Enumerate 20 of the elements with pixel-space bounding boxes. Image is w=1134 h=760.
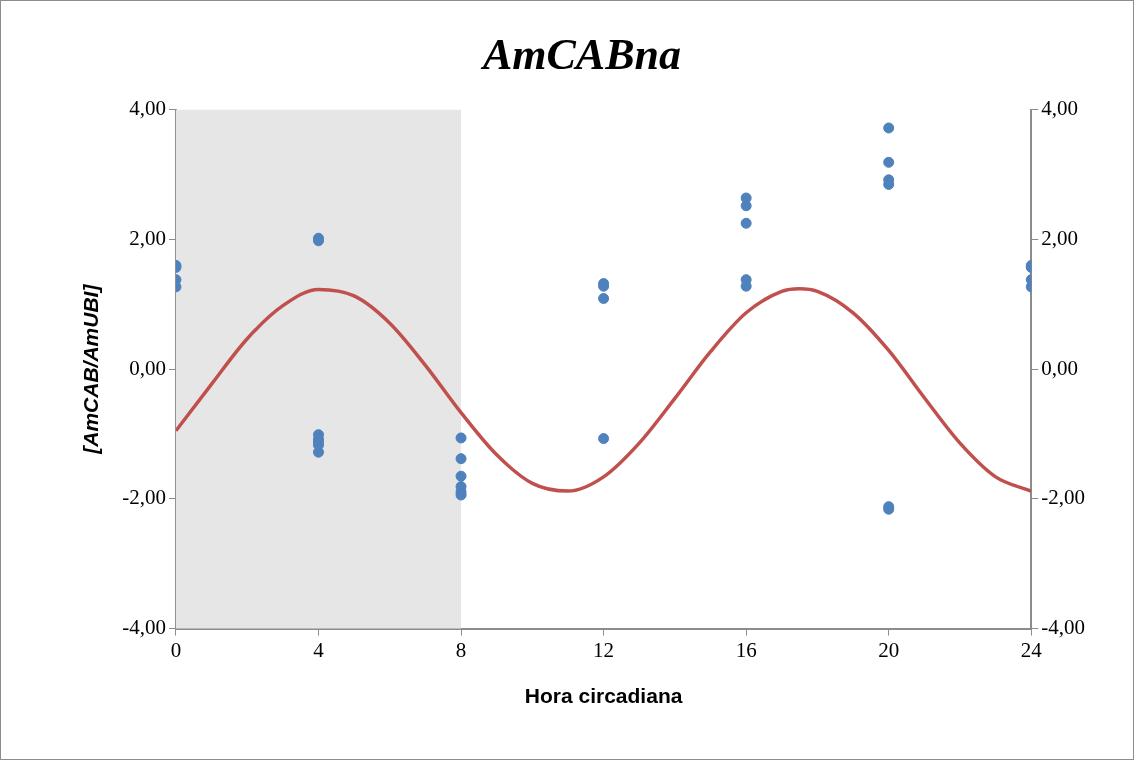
y-tick-label: 2,00 — [129, 226, 166, 251]
y-tick-label: 4,00 — [129, 96, 166, 121]
x-axis-title: Hora circadiana — [524, 684, 683, 708]
x-tick-label: 12 — [593, 637, 615, 662]
y2-tick-label: 4,00 — [1041, 96, 1079, 121]
chart-title: AmCABna — [479, 29, 682, 79]
y2-tick-label: -2,00 — [1041, 485, 1086, 510]
y-axis-title: [AmCAB/AmUBI] — [79, 283, 103, 455]
y-tick-label: -2,00 — [122, 485, 166, 510]
x-tick-label: 4 — [313, 637, 325, 662]
x-tick-label: 20 — [878, 637, 900, 662]
y2-tick-label: 0,00 — [1041, 355, 1079, 380]
y2-tick-label: -4,00 — [1041, 615, 1086, 640]
x-tick-label: 24 — [1020, 637, 1043, 662]
x-tick-label: 0 — [170, 637, 182, 662]
y-tick-label: 0,00 — [129, 355, 166, 380]
x-tick-label: 16 — [735, 637, 757, 662]
x-tick-label: 8 — [455, 637, 467, 662]
y2-tick-label: 2,00 — [1041, 226, 1079, 251]
y-tick-label: -4,00 — [122, 615, 166, 640]
